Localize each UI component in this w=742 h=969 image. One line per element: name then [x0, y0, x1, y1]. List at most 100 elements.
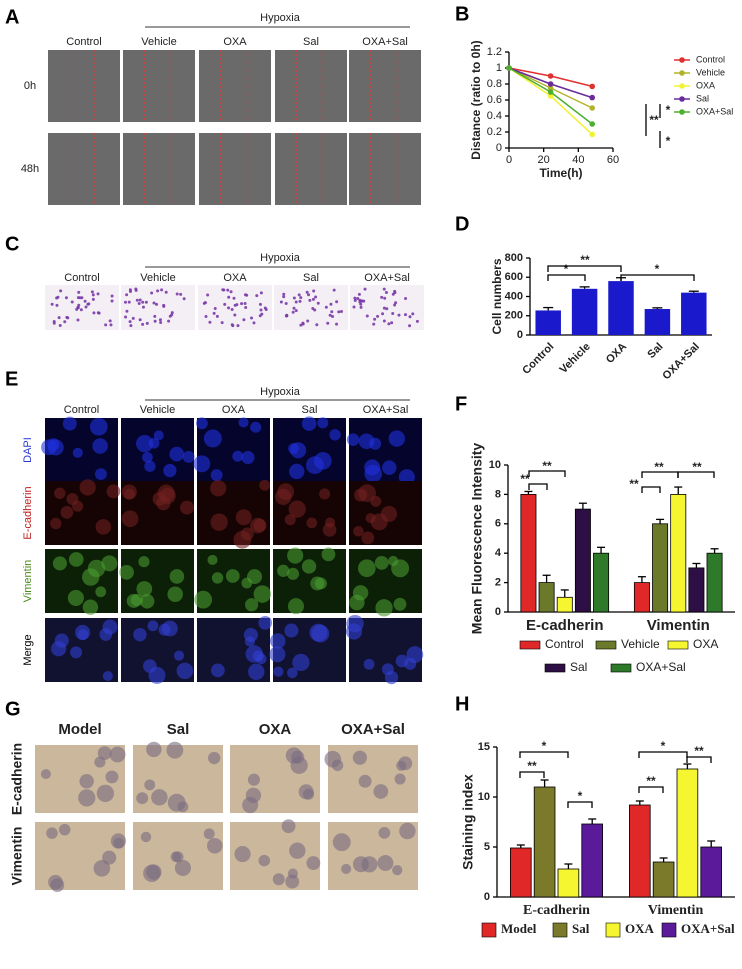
texture — [51, 641, 67, 657]
texture — [233, 303, 237, 307]
texture — [353, 298, 357, 302]
texture — [79, 479, 96, 496]
texture — [359, 305, 363, 309]
texture — [325, 517, 336, 528]
legend-label: Sal — [570, 660, 587, 674]
texture — [273, 666, 284, 677]
texture — [284, 623, 299, 638]
sig-label: ** — [649, 113, 659, 127]
texture — [148, 437, 160, 449]
texture — [238, 417, 249, 428]
sig-label: ** — [580, 253, 590, 267]
sig-bracket — [547, 274, 586, 281]
legend-label: Model — [501, 921, 537, 936]
legend-label: OXA — [625, 921, 655, 936]
texture — [411, 312, 415, 316]
texture — [138, 318, 142, 322]
point — [589, 83, 595, 90]
texture — [382, 319, 386, 323]
texture — [291, 310, 295, 314]
texture — [357, 559, 376, 578]
texture — [404, 657, 417, 670]
texture — [359, 299, 363, 303]
texture — [203, 429, 222, 448]
texture — [311, 624, 330, 643]
texture — [384, 670, 399, 685]
panel-letter: G — [5, 698, 21, 720]
texture — [247, 569, 263, 585]
texture — [384, 290, 388, 294]
y-tick-label: 400 — [505, 290, 523, 302]
bar — [676, 768, 699, 898]
texture — [52, 321, 56, 325]
x-tick-label: 0 — [506, 154, 512, 166]
texture — [311, 307, 315, 311]
panel-letter: D — [455, 213, 469, 235]
bar — [652, 861, 675, 898]
bar — [533, 786, 556, 898]
sig-bracket — [567, 801, 593, 808]
texture — [144, 460, 156, 472]
texture — [226, 288, 230, 292]
texture — [243, 301, 247, 305]
texture — [285, 313, 289, 317]
micrograph — [123, 133, 195, 205]
sig-bracket — [620, 274, 695, 281]
y-tick-label: 10 — [478, 791, 490, 803]
texture — [84, 305, 88, 309]
texture — [287, 868, 298, 879]
texture — [331, 314, 335, 318]
texture — [143, 659, 157, 673]
sig-label: ** — [629, 477, 639, 491]
texture — [110, 833, 126, 849]
point — [547, 93, 554, 99]
point — [547, 81, 554, 87]
legend-swatch — [544, 663, 566, 673]
texture — [391, 292, 395, 296]
y-tick-label: 15 — [478, 741, 490, 753]
texture — [60, 505, 74, 519]
texture — [176, 662, 194, 680]
texture — [121, 510, 139, 528]
texture — [141, 305, 145, 309]
texture — [206, 837, 223, 854]
texture — [128, 290, 132, 294]
sig-label: * — [578, 789, 583, 803]
legend-label: Sal — [696, 93, 709, 103]
texture — [90, 290, 94, 294]
texture — [292, 653, 310, 672]
texture — [339, 310, 343, 314]
column-label: Sal — [303, 272, 319, 284]
column-label: Sal — [167, 721, 190, 738]
sig-label: ** — [694, 744, 704, 758]
texture — [95, 468, 107, 481]
texture — [233, 530, 252, 549]
texture — [206, 293, 210, 297]
texture — [202, 301, 206, 305]
texture — [387, 322, 391, 326]
texture — [279, 300, 283, 304]
texture — [308, 298, 312, 302]
texture — [102, 619, 118, 635]
bar — [535, 310, 561, 335]
texture — [315, 323, 319, 327]
texture — [212, 311, 216, 315]
texture — [315, 577, 327, 590]
texture — [106, 484, 121, 499]
legend-label: OXA+Sal — [681, 921, 735, 936]
sig-bracket — [519, 771, 545, 778]
texture — [220, 321, 224, 325]
texture — [259, 308, 263, 312]
legend-marker — [679, 109, 685, 115]
texture — [155, 302, 159, 306]
texture — [277, 564, 290, 577]
sig-label: ** — [646, 774, 656, 788]
texture — [225, 569, 240, 583]
texture — [306, 456, 324, 475]
texture — [383, 296, 387, 300]
texture — [137, 302, 141, 306]
texture — [109, 746, 126, 763]
texture — [40, 769, 51, 780]
texture — [284, 514, 296, 526]
row-label: 48h — [21, 163, 39, 175]
